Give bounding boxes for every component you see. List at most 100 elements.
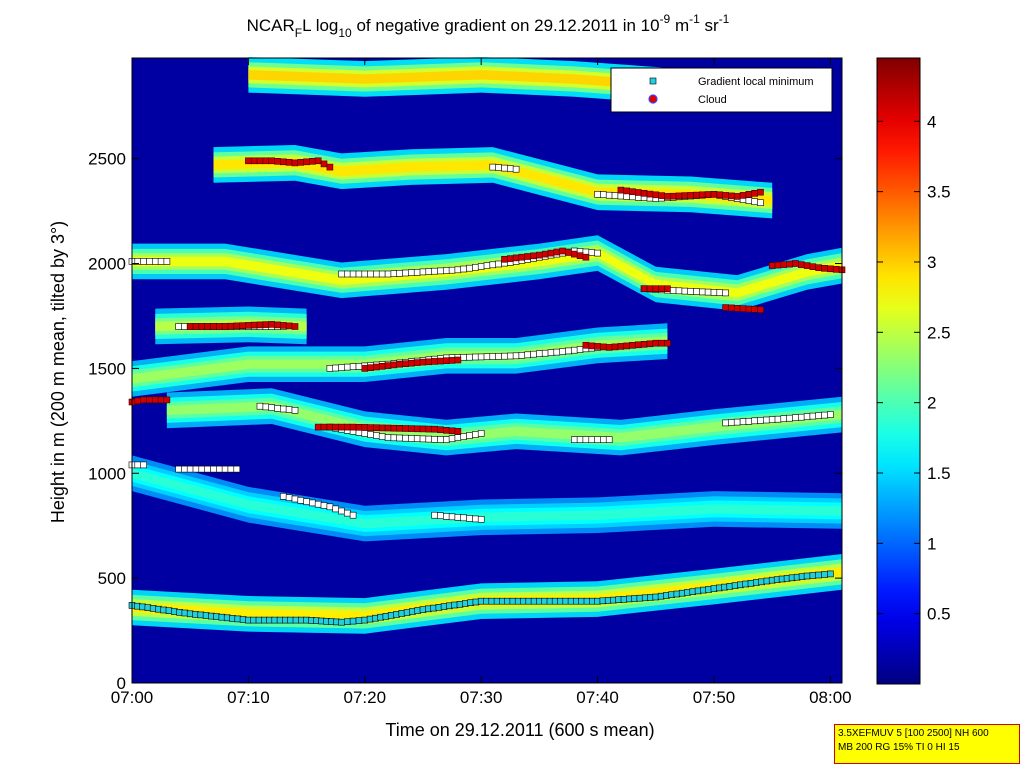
cloud-point: [617, 343, 625, 350]
gradient-min-point: [338, 507, 345, 515]
cloud-point: [256, 321, 264, 329]
cloud-point: [751, 190, 759, 197]
gradient-min-point: [396, 269, 404, 277]
cloud-point: [809, 263, 817, 271]
cloud-point: [733, 193, 741, 200]
gradient-min-point: [437, 436, 444, 443]
legend-marker-circle: [648, 94, 658, 104]
cloud-point: [192, 323, 200, 330]
cloud-point: [757, 306, 764, 314]
cloud-point: [786, 260, 793, 268]
cloud-point: [634, 189, 642, 196]
cloud-point: [431, 425, 438, 433]
cloud-point: [309, 158, 316, 165]
gradient-min-point: [728, 419, 735, 426]
cloud-point: [216, 323, 223, 330]
gradient-min-point: [792, 414, 799, 422]
y-axis-label: Height in m (200 m mean, tilted by 3°): [48, 221, 68, 523]
gradient-min-point: [227, 465, 235, 473]
cloud-point: [245, 157, 252, 165]
cloud-point: [326, 163, 334, 171]
gradient-min-point: [181, 465, 188, 473]
cloud-point: [390, 424, 398, 432]
cloud-point: [425, 358, 433, 366]
gradient-min-point: [745, 417, 753, 425]
cloud-point: [378, 362, 386, 370]
cloud-point: [407, 359, 415, 367]
cloud-point: [582, 253, 590, 261]
cloud-point: [728, 192, 735, 200]
cloud-point: [640, 340, 648, 348]
gradient-min-point: [477, 353, 485, 361]
gradient-min-point: [442, 436, 450, 444]
colorbar-tick-label: 1.5: [927, 464, 951, 483]
cloud-point: [157, 396, 165, 404]
cloud-point: [646, 190, 654, 198]
cloud-point: [250, 321, 258, 329]
cloud-point: [373, 424, 380, 432]
y-tick-label: 2500: [88, 150, 126, 169]
gradient-min-point: [815, 571, 823, 579]
cloud-point: [256, 157, 264, 165]
marker-series: [128, 157, 846, 626]
cloud-point: [518, 253, 526, 261]
gradient-min-point: [343, 363, 351, 371]
gradient-min-point: [536, 350, 543, 358]
gradient-min-point: [175, 465, 182, 473]
axes: 07:00 07:10 07:20 07:30 07:40 07:50 08:00 0 500 1…: [88, 57, 852, 707]
gradient-min-point: [501, 164, 508, 172]
x-axis-label: Time on 29.12.2011 (600 s mean): [385, 720, 654, 740]
layer-2: [166, 388, 842, 456]
cloud-point: [803, 262, 811, 269]
gradient-min-point: [279, 492, 287, 500]
gradient-min-series: [256, 402, 299, 414]
y-tick-label: 0: [117, 674, 126, 693]
cloud-point: [448, 357, 456, 364]
gradient-min-point: [460, 265, 468, 273]
cloud-point: [134, 397, 142, 405]
cloud-point: [378, 424, 386, 432]
cloud-point: [407, 425, 415, 432]
gradient-min-point: [570, 436, 578, 444]
cloud-point: [274, 321, 281, 329]
gradient-min-point: [576, 346, 584, 353]
gradient-min-point: [675, 287, 683, 295]
gradient-min-point: [448, 435, 456, 443]
gradient-min-series: [128, 570, 834, 626]
gradient-min-point: [448, 513, 456, 521]
x-tick-label: 07:50: [693, 688, 736, 707]
gradient-min-point: [512, 352, 520, 360]
gradient-min-point: [483, 353, 491, 361]
gradient-min-point: [407, 435, 415, 442]
cloud-point: [373, 363, 380, 371]
cloud-point: [646, 340, 654, 348]
cloud-point: [559, 247, 567, 255]
gradient-min-point: [384, 270, 392, 278]
gradient-min-point: [803, 413, 811, 420]
cloud-point: [664, 285, 671, 293]
colorbar-tick-label: 0.5: [927, 605, 951, 624]
colorbar-tick-label: 2.5: [927, 323, 951, 342]
gradient-min-point: [384, 434, 392, 441]
cloud-point: [501, 255, 508, 263]
cloud-point: [384, 362, 392, 369]
cloud-series: [361, 356, 462, 372]
gradient-min-point: [152, 258, 159, 265]
gradient-min-point: [553, 348, 561, 356]
gradient-min-point: [710, 289, 718, 296]
gradient-min-point: [175, 323, 182, 330]
cloud-point: [361, 365, 369, 372]
gradient-min-point: [803, 572, 811, 580]
cloud-point: [669, 192, 677, 200]
gradient-min-point: [472, 431, 479, 438]
cloud-point: [664, 339, 671, 347]
gradient-min-point: [611, 192, 619, 199]
gradient-min-point: [349, 511, 357, 519]
cloud-point: [617, 186, 625, 194]
cloud-point: [163, 396, 171, 404]
gradient-min-point: [338, 618, 345, 626]
gradient-min-point: [279, 405, 287, 413]
gradient-min-point: [326, 503, 334, 511]
gradient-min-point: [454, 266, 462, 274]
gradient-min-point: [681, 287, 689, 295]
